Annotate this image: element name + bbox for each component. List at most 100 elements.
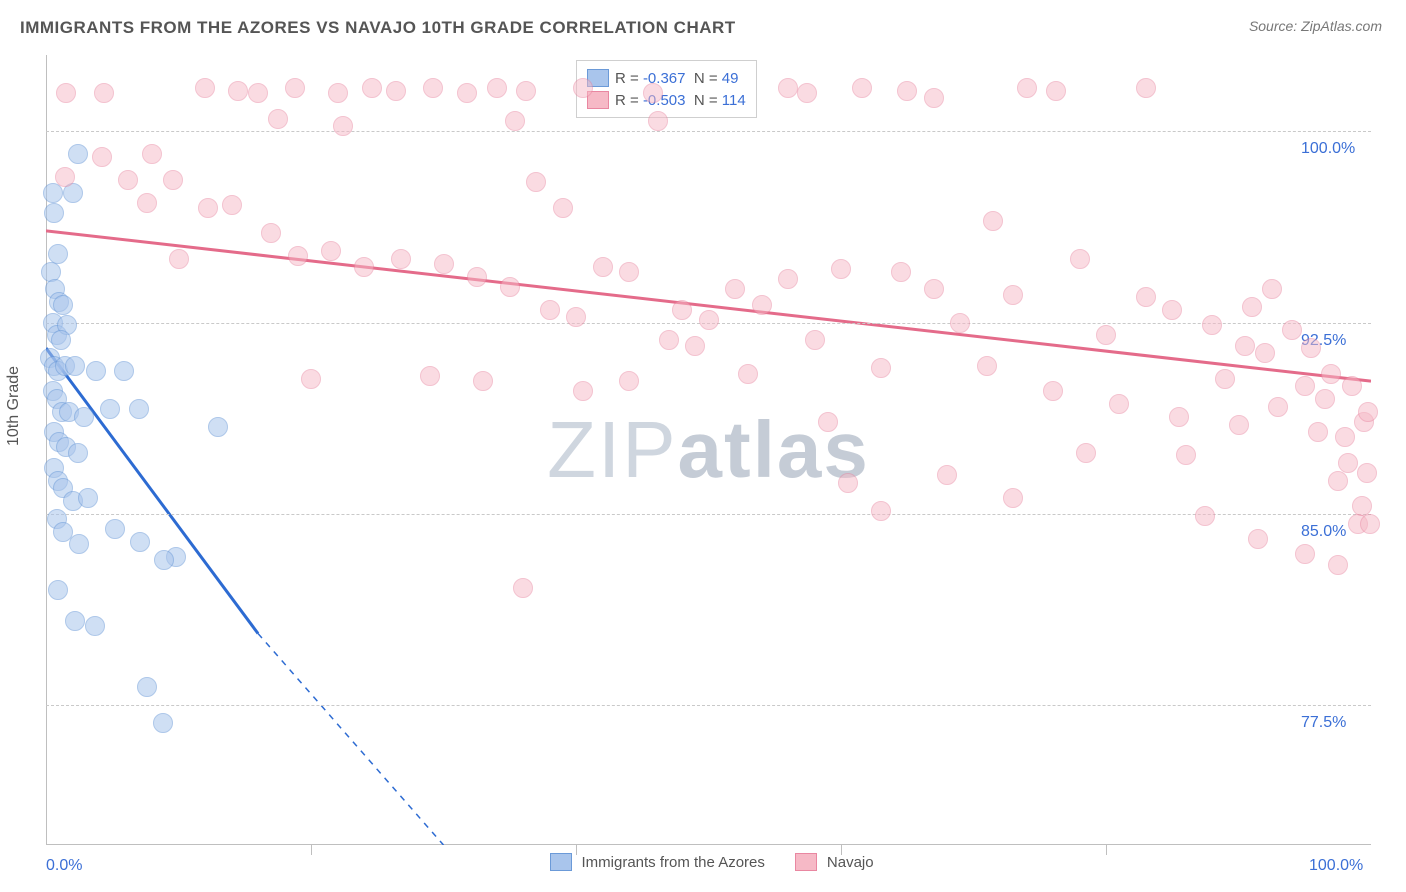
chart-title: IMMIGRANTS FROM THE AZORES VS NAVAJO 10T… [20, 18, 736, 38]
navajo-point [871, 358, 891, 378]
navajo-point [94, 83, 114, 103]
azores-point [208, 417, 228, 437]
stats-row-navajo: R = -0.503 N = 114 [587, 89, 746, 111]
azores-point [78, 488, 98, 508]
y-axis-label: 10th Grade [5, 366, 23, 446]
stats-text: R = -0.503 N = 114 [615, 92, 746, 109]
navajo-point [797, 83, 817, 103]
navajo-point [983, 211, 1003, 231]
navajo-point [55, 167, 75, 187]
navajo-point [1162, 300, 1182, 320]
navajo-point [1248, 529, 1268, 549]
navajo-point [891, 262, 911, 282]
navajo-point [1076, 443, 1096, 463]
navajo-point [285, 78, 305, 98]
navajo-point [467, 267, 487, 287]
azores-point [41, 262, 61, 282]
azores-point [114, 361, 134, 381]
navajo-point [818, 412, 838, 432]
navajo-point [643, 83, 663, 103]
grid-line [46, 131, 1371, 132]
navajo-point [142, 144, 162, 164]
navajo-point [1301, 338, 1321, 358]
navajo-point [1338, 453, 1358, 473]
azores-point [44, 203, 64, 223]
navajo-point [838, 473, 858, 493]
x-tick [1106, 845, 1107, 855]
navajo-point [1136, 287, 1156, 307]
navajo-point [516, 81, 536, 101]
navajo-point [672, 300, 692, 320]
navajo-point [752, 295, 772, 315]
navajo-point [937, 465, 957, 485]
navajo-legend-swatch [795, 853, 817, 871]
azores-point [68, 144, 88, 164]
navajo-point [619, 262, 639, 282]
bottom-legend: Immigrants from the Azores Navajo [550, 853, 894, 871]
azores-point [153, 713, 173, 733]
navajo-point [1202, 315, 1222, 335]
azores-point [85, 616, 105, 636]
navajo-point [553, 198, 573, 218]
navajo-point [362, 78, 382, 98]
navajo-point [1308, 422, 1328, 442]
stats-legend-box: R = -0.367 N = 49 R = -0.503 N = 114 [576, 60, 757, 118]
navajo-point [1295, 544, 1315, 564]
navajo-point [778, 269, 798, 289]
navajo-point [1315, 389, 1335, 409]
navajo-point [1109, 394, 1129, 414]
navajo-point [391, 249, 411, 269]
navajo-point [487, 78, 507, 98]
navajo-point [648, 111, 668, 131]
navajo-point [852, 78, 872, 98]
navajo-point [1136, 78, 1156, 98]
navajo-point [778, 78, 798, 98]
y-tick-label: 77.5% [1301, 714, 1346, 732]
navajo-point [1176, 445, 1196, 465]
navajo-point [1043, 381, 1063, 401]
x-max-label: 100.0% [1309, 857, 1363, 875]
azores-legend-label: Immigrants from the Azores [582, 854, 765, 871]
navajo-point [505, 111, 525, 131]
navajo-point [321, 241, 341, 261]
navajo-point [1295, 376, 1315, 396]
grid-line [46, 705, 1371, 706]
navajo-point [977, 356, 997, 376]
y-axis-line [46, 55, 47, 845]
navajo-point [354, 257, 374, 277]
navajo-point [163, 170, 183, 190]
navajo-point [540, 300, 560, 320]
navajo-point [566, 307, 586, 327]
navajo-point [1262, 279, 1282, 299]
navajo-point [1328, 471, 1348, 491]
navajo-point [1282, 320, 1302, 340]
navajo-point [593, 257, 613, 277]
azores-point [86, 361, 106, 381]
azores-point [154, 550, 174, 570]
navajo-legend-label: Navajo [827, 854, 874, 871]
y-tick-label: 85.0% [1301, 523, 1346, 541]
source-label: Source: ZipAtlas.com [1249, 18, 1382, 34]
navajo-point [950, 313, 970, 333]
grid-line [46, 514, 1371, 515]
navajo-point [1169, 407, 1189, 427]
azores-point [100, 399, 120, 419]
navajo-point [573, 78, 593, 98]
navajo-point [738, 364, 758, 384]
azores-point [65, 611, 85, 631]
navajo-point [333, 116, 353, 136]
navajo-point [1195, 506, 1215, 526]
navajo-point [1357, 463, 1377, 483]
navajo-point [1328, 555, 1348, 575]
navajo-point [924, 88, 944, 108]
azores-point [53, 295, 73, 315]
navajo-point [924, 279, 944, 299]
navajo-point [1229, 415, 1249, 435]
navajo-point [169, 249, 189, 269]
plot-area: ZIPatlas R = -0.367 N = 49 R = -0.503 N … [46, 55, 1371, 845]
navajo-point [1242, 297, 1262, 317]
azores-trend-line [46, 348, 258, 633]
navajo-point [1003, 488, 1023, 508]
navajo-point [434, 254, 454, 274]
azores-trend-extrapolation [258, 633, 444, 845]
